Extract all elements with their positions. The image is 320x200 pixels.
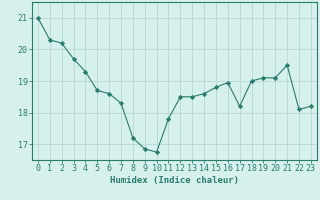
X-axis label: Humidex (Indice chaleur): Humidex (Indice chaleur) [110,176,239,185]
